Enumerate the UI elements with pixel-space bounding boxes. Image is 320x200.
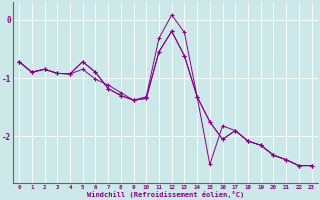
X-axis label: Windchill (Refroidissement éolien,°C): Windchill (Refroidissement éolien,°C): [87, 191, 244, 198]
